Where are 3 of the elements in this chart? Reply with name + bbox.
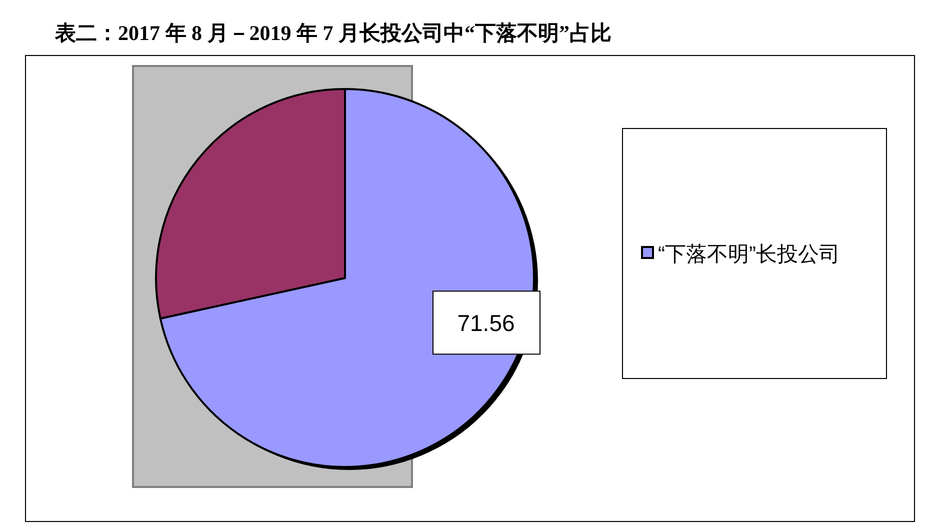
data-label: 71.56	[457, 310, 515, 336]
legend-label: “下落不明”长投公司	[658, 243, 840, 266]
chart-title: 表二：2017 年 8 月－2019 年 7 月长投公司中“下落不明”占比	[54, 21, 612, 45]
